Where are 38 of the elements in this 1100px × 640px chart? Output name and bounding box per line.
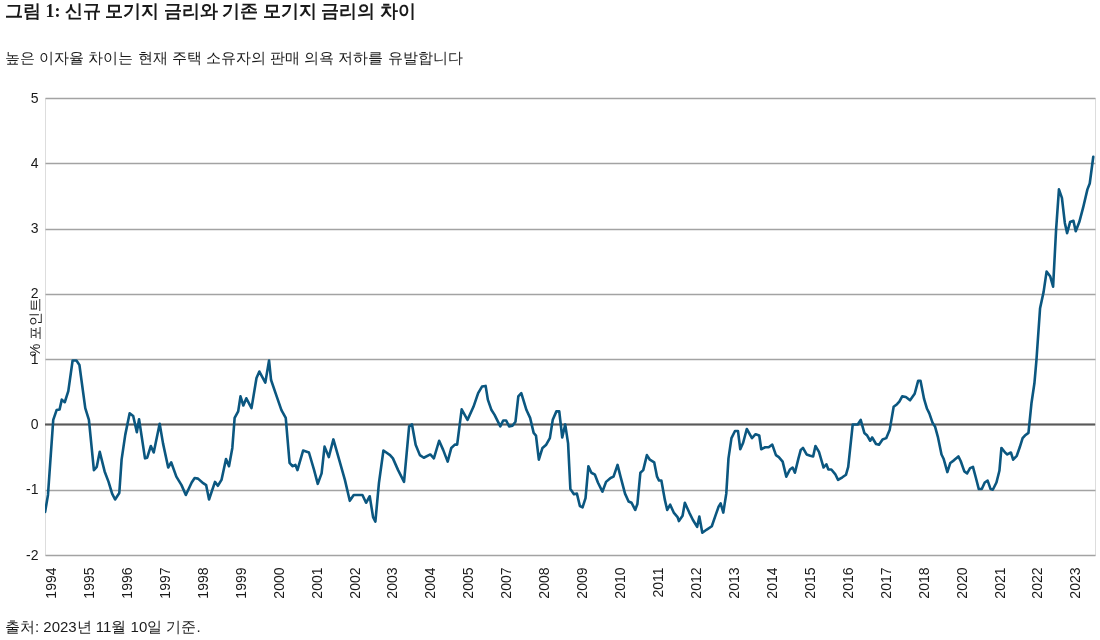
x-tick-label: 1999 bbox=[232, 567, 249, 599]
x-tick-label: 2004 bbox=[422, 567, 439, 599]
x-tick-label: 2005 bbox=[460, 567, 477, 599]
x-tick-label: 2011 bbox=[649, 567, 666, 598]
y-tick-label: 0 bbox=[30, 415, 39, 432]
x-tick-label: 2022 bbox=[1029, 567, 1046, 599]
x-tick-label: 2015 bbox=[801, 567, 818, 599]
x-tick-label: 2020 bbox=[953, 567, 970, 599]
x-tick-label: 2018 bbox=[915, 567, 932, 599]
x-tick-label: 2003 bbox=[384, 567, 401, 599]
x-tick-label: 2009 bbox=[574, 567, 591, 599]
y-tick-label: -2 bbox=[26, 546, 39, 563]
source-note: 출처: 2023년 11월 10일 기준. bbox=[5, 618, 201, 635]
x-tick-label: 1998 bbox=[194, 567, 211, 599]
x-tick-label: 2016 bbox=[839, 567, 856, 599]
chart-title: 그림 1: 신규 모기지 금리와 기존 모기지 금리의 차이 bbox=[5, 1, 416, 21]
x-tick-label: 2000 bbox=[270, 567, 287, 599]
x-tick-label: 2010 bbox=[612, 567, 629, 599]
x-tick-label: 1994 bbox=[43, 567, 60, 599]
x-tick-label: 1997 bbox=[156, 567, 173, 599]
y-tick-label: 5 bbox=[30, 89, 39, 106]
x-tick-label: 2007 bbox=[498, 567, 515, 599]
x-tick-label: 2017 bbox=[877, 567, 894, 599]
x-tick-label: 1996 bbox=[118, 567, 135, 599]
y-tick-label: 4 bbox=[30, 154, 39, 171]
x-tick-label: 2013 bbox=[725, 567, 742, 599]
line-series bbox=[45, 155, 1095, 535]
x-tick-label: 2023 bbox=[1067, 567, 1084, 599]
x-tick-label: 2001 bbox=[308, 567, 325, 599]
x-tick-label: 2014 bbox=[763, 567, 780, 599]
x-tick-label: 2008 bbox=[536, 567, 553, 599]
x-tick-label: 2012 bbox=[687, 567, 704, 599]
x-tick-label: 2002 bbox=[346, 567, 363, 599]
x-tick-label: 2021 bbox=[991, 567, 1008, 599]
x-tick-label: 1995 bbox=[81, 567, 98, 599]
y-tick-label: 3 bbox=[30, 220, 39, 237]
y-tick-label: -1 bbox=[26, 481, 39, 498]
chart-subtitle: 높은 이자율 차이는 현재 주택 소유자의 판매 의욕 저하를 유발합니다 bbox=[5, 49, 463, 66]
